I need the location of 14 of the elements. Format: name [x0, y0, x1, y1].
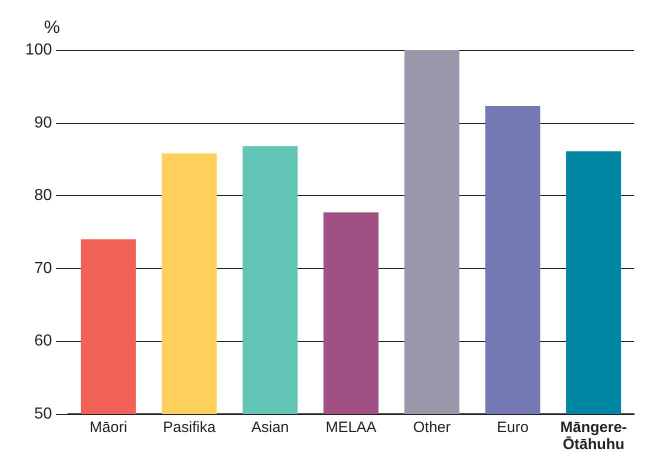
x-tick-label: Euro [496, 419, 529, 436]
y-tick-label: 80 [34, 187, 52, 204]
y-axis-title: % [44, 17, 60, 37]
y-tick-label: 50 [34, 406, 52, 422]
x-tick-label: Māori [90, 419, 128, 436]
x-tick-label: Asian [251, 419, 289, 436]
y-tick-label: 70 [34, 260, 52, 277]
y-tick-label: 100 [25, 42, 52, 58]
y-tick-label: 90 [34, 114, 52, 132]
x-tick-label: Other [413, 419, 451, 436]
y-tick-label: 60 [34, 332, 52, 350]
x-tick-label: MELAA [326, 419, 376, 436]
x-tick-label: Pasifika [163, 419, 216, 436]
x-tick-label: Māngere-Ōtāhuhu [560, 419, 627, 453]
